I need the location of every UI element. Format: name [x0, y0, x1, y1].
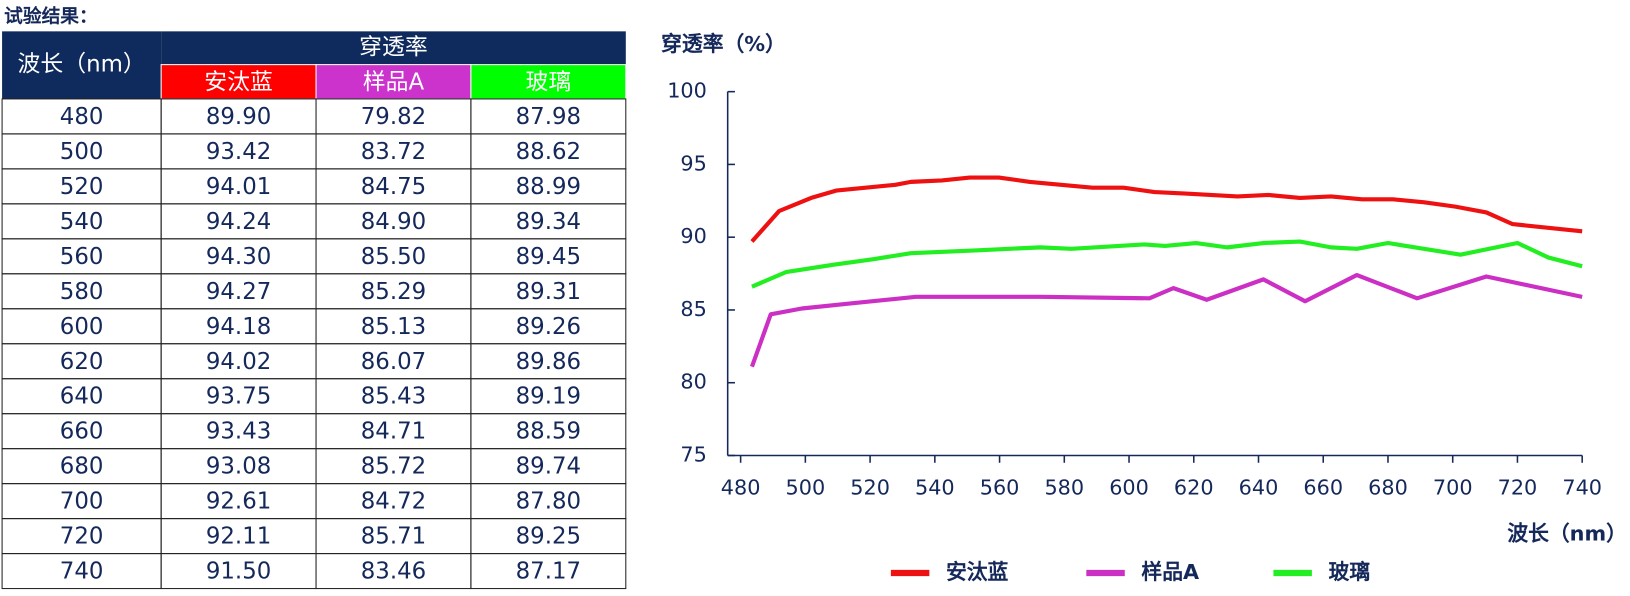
x-tick-label: 740	[1562, 476, 1602, 500]
cell-text: 620	[60, 349, 104, 375]
x-tick-label: 700	[1433, 476, 1473, 500]
cell-text: 85.50	[361, 244, 426, 270]
header-cell: 穿透率	[359, 34, 428, 60]
y-tick-label: 90	[680, 224, 706, 248]
cell-text: 500	[60, 139, 104, 165]
cell-text: 580	[60, 279, 104, 305]
legend-label: 样品A	[1141, 560, 1199, 584]
y-tick-label: 100	[667, 79, 707, 103]
cell-text: 86.07	[361, 349, 426, 375]
cell-text: 600	[60, 314, 104, 340]
cell-text: 93.43	[206, 419, 271, 445]
cell-text: 88.59	[516, 419, 581, 445]
y-tick-label: 85	[680, 297, 706, 321]
x-tick-label: 520	[850, 476, 890, 500]
y-tick-label: 95	[680, 151, 706, 175]
cell-text: 560	[60, 244, 104, 270]
legend-label: 安汰蓝	[946, 560, 1009, 584]
series-line	[751, 239, 1583, 289]
header-cell: 样品A	[363, 69, 425, 95]
x-tick-label: 600	[1109, 476, 1149, 500]
x-tick-label: 580	[1044, 476, 1084, 500]
cell-text: 89.25	[516, 524, 581, 550]
x-tick-label: 660	[1303, 476, 1343, 500]
header-cell: 安汰蓝	[204, 69, 273, 95]
header-cell: 玻璃	[525, 69, 571, 95]
cell-text: 85.29	[361, 279, 426, 305]
cell-text: 94.27	[206, 279, 271, 305]
cell-text: 94.30	[206, 244, 271, 270]
cell-text: 680	[60, 454, 104, 480]
x-tick-label: 560	[980, 476, 1020, 500]
cell-text: 660	[60, 419, 104, 445]
cell-text: 85.43	[361, 384, 426, 410]
series-line	[749, 272, 1583, 368]
cell-text: 480	[60, 104, 104, 130]
cell-text: 93.75	[206, 384, 271, 410]
x-tick-label: 540	[915, 476, 955, 500]
cell-text: 92.11	[206, 524, 271, 550]
cell-text: 93.42	[206, 139, 271, 165]
cell-text: 94.24	[206, 209, 271, 235]
cell-text: 85.13	[361, 314, 426, 340]
cell-text: 87.98	[516, 104, 581, 130]
cell-text: 93.08	[206, 454, 271, 480]
header-cell: 波长（nm）	[18, 52, 146, 78]
y-tick-label: 80	[680, 370, 706, 394]
cell-text: 740	[60, 559, 104, 585]
cell-text: 89.45	[516, 244, 581, 270]
x-tick-label: 720	[1498, 476, 1538, 500]
series-line	[750, 175, 1583, 243]
x-tick-label: 480	[721, 476, 761, 500]
cell-text: 91.50	[206, 559, 271, 585]
cell-text: 89.34	[516, 209, 581, 235]
cell-text: 720	[60, 524, 104, 550]
cell-text: 89.26	[516, 314, 581, 340]
cell-text: 92.61	[206, 489, 271, 515]
cell-text: 84.90	[361, 209, 426, 235]
header-bg	[160, 64, 317, 100]
header-bg	[161, 31, 626, 65]
cell-text: 79.82	[361, 104, 426, 130]
cell-text: 87.80	[516, 489, 581, 515]
cell-text: 89.19	[516, 384, 581, 410]
legend-label: 玻璃	[1329, 560, 1371, 584]
cell-text: 89.90	[206, 104, 271, 130]
y-axis-title: 穿透率（%）	[661, 32, 786, 56]
cell-text: 88.99	[516, 174, 581, 200]
cell-text: 84.72	[361, 489, 426, 515]
y-tick-label: 75	[680, 442, 706, 466]
cell-text: 94.18	[206, 314, 271, 340]
x-tick-label: 620	[1174, 476, 1214, 500]
cell-text: 88.62	[516, 139, 581, 165]
x-tick-label: 680	[1368, 476, 1408, 500]
cell-text: 94.02	[206, 349, 271, 375]
heading: 试验结果：	[4, 5, 98, 27]
cell-text: 89.31	[516, 279, 581, 305]
cell-text: 540	[60, 209, 104, 235]
cell-text: 640	[60, 384, 104, 410]
cell-text: 85.71	[361, 524, 426, 550]
cell-text: 85.72	[361, 454, 426, 480]
header-bg	[2, 31, 162, 99]
cell-text: 94.01	[206, 174, 271, 200]
cell-text: 83.72	[361, 139, 426, 165]
cell-text: 700	[60, 489, 104, 515]
x-tick-label: 640	[1239, 476, 1279, 500]
cell-text: 83.46	[361, 559, 426, 585]
cell-text: 520	[60, 174, 104, 200]
cell-text: 89.74	[516, 454, 581, 480]
cell-text: 84.75	[361, 174, 426, 200]
x-axis-title: 波长（nm）	[1507, 521, 1627, 545]
header-bg	[470, 64, 627, 100]
cell-text: 89.86	[516, 349, 581, 375]
cell-text: 84.71	[361, 419, 426, 445]
x-tick-label: 500	[786, 476, 826, 500]
table-cell	[470, 553, 627, 590]
cell-text: 87.17	[516, 559, 581, 585]
